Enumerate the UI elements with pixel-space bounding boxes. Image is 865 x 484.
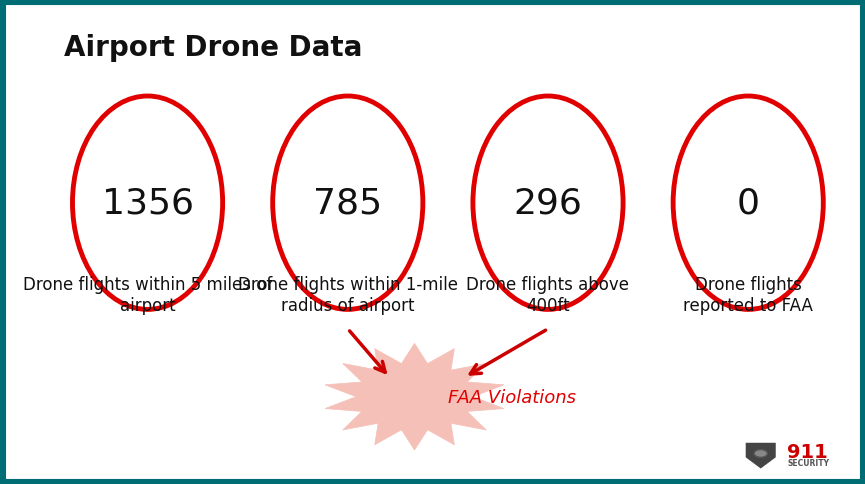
Text: Airport Drone Data: Airport Drone Data — [64, 34, 362, 62]
Text: 0: 0 — [737, 186, 759, 220]
Ellipse shape — [473, 97, 623, 310]
Ellipse shape — [673, 97, 823, 310]
Polygon shape — [746, 443, 776, 469]
Circle shape — [754, 450, 767, 457]
Text: Drone flights above
400ft: Drone flights above 400ft — [466, 276, 630, 315]
Text: 296: 296 — [514, 186, 582, 220]
Text: 785: 785 — [313, 186, 382, 220]
Ellipse shape — [73, 97, 222, 310]
Text: 1356: 1356 — [101, 186, 194, 220]
Polygon shape — [325, 344, 504, 450]
Ellipse shape — [272, 97, 423, 310]
Text: Drone flights within 5 miles of
airport: Drone flights within 5 miles of airport — [23, 276, 272, 315]
Text: Drone flights
reported to FAA: Drone flights reported to FAA — [683, 276, 813, 315]
Text: 911: 911 — [787, 442, 828, 462]
Text: SECURITY: SECURITY — [787, 458, 830, 467]
Text: FAA Violations: FAA Violations — [448, 388, 576, 406]
Text: Drone flights within 1-mile
radius of airport: Drone flights within 1-mile radius of ai… — [238, 276, 458, 315]
